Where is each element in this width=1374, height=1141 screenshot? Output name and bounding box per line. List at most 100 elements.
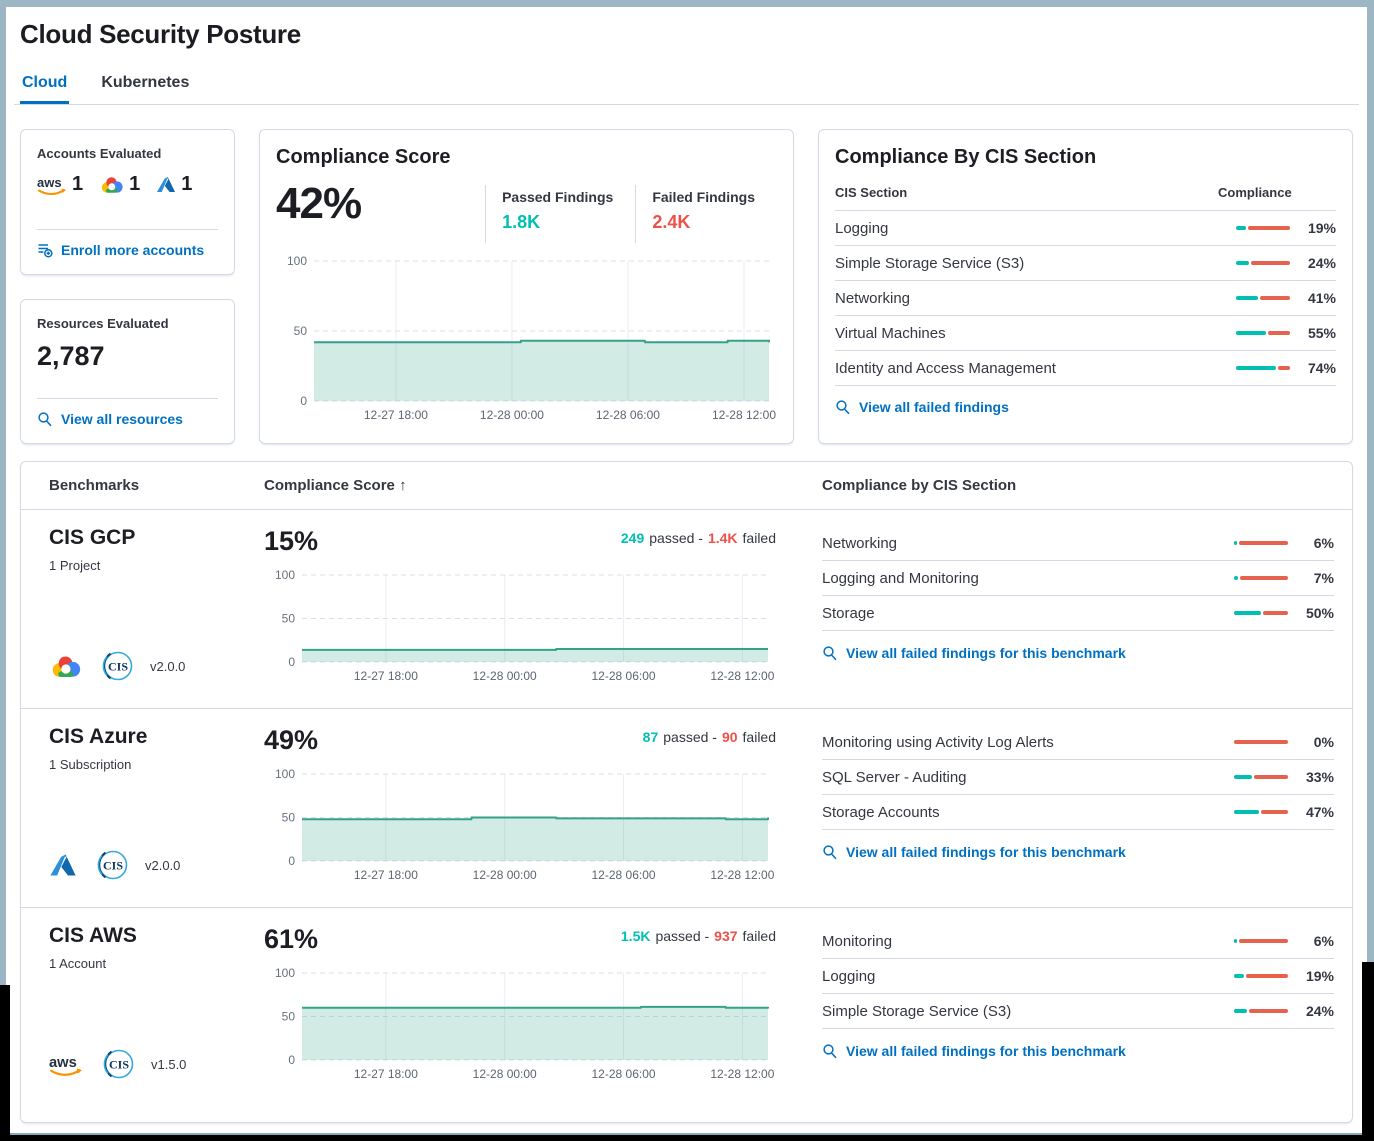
- search-icon: [822, 645, 838, 661]
- col-benchmarks: Benchmarks: [49, 477, 140, 494]
- svg-text:0: 0: [300, 394, 307, 408]
- col-compliance: Compliance: [1218, 185, 1292, 200]
- tab-kubernetes[interactable]: Kubernetes: [101, 74, 190, 91]
- svg-text:12-27 18:00: 12-27 18:00: [364, 408, 428, 422]
- compliance-bar: [1234, 810, 1288, 814]
- cis-section-row: Virtual Machines 55%: [835, 316, 1336, 351]
- compliance-bar: [1234, 740, 1288, 744]
- benchmark-name: CIS Azure: [49, 725, 148, 748]
- svg-text:50: 50: [282, 612, 296, 626]
- cis-gcp-trend-chart: 12-27 18:00 12-28 00:00 12-28 06:00 12-28 1…: [264, 568, 776, 688]
- svg-text:12-28 06:00: 12-28 06:00: [596, 408, 660, 422]
- resources-evaluated-card: Resources Evaluated 2,787 View all resou…: [20, 298, 235, 444]
- col-cis-section: CIS Section: [835, 185, 908, 200]
- svg-text:0: 0: [288, 854, 295, 868]
- cis-section-row: Monitoring 6%: [822, 924, 1334, 959]
- svg-text:100: 100: [275, 966, 295, 980]
- aws-account-count: 1: [37, 173, 83, 196]
- cis-section-row: SQL Server - Auditing 33%: [822, 760, 1334, 795]
- cis-section-row: Logging and Monitoring 7%: [822, 561, 1334, 596]
- passed-findings-stat: Passed Findings 1.8K: [485, 185, 635, 243]
- search-icon: [822, 844, 838, 860]
- cis-section-row: Storage Accounts 47%: [822, 795, 1334, 830]
- compliance-bar: [1234, 974, 1288, 978]
- view-failed-findings-benchmark-link[interactable]: View all failed findings for this benchm…: [822, 1043, 1334, 1059]
- benchmark-name: CIS AWS: [49, 924, 137, 947]
- compliance-bar: [1236, 366, 1290, 370]
- svg-text:12-28 06:00: 12-28 06:00: [592, 868, 656, 882]
- cis-azure-trend-chart: 12-27 18:00 12-28 00:00 12-28 06:00 12-28 1…: [264, 767, 776, 887]
- view-all-failed-findings-link[interactable]: View all failed findings: [835, 399, 1336, 415]
- resources-count: 2,787: [37, 340, 105, 371]
- accounts-evaluated-card: Accounts Evaluated 1 1: [20, 129, 235, 275]
- compliance-bar: [1236, 331, 1290, 335]
- page-title: Cloud Security Posture: [20, 19, 301, 49]
- benchmark-subtitle: 1 Subscription: [49, 757, 132, 772]
- failed-findings-value: 2.4K: [652, 212, 691, 232]
- col-compliance-score-sort[interactable]: Compliance Score ↑: [264, 477, 407, 494]
- passed-failed-summary: 1.5K passed - 937 failed: [620, 928, 776, 944]
- tab-bar: Cloud Kubernetes: [14, 70, 1359, 105]
- view-failed-findings-benchmark-link[interactable]: View all failed findings for this benchm…: [822, 645, 1334, 661]
- cis-section-row: Networking 41%: [835, 281, 1336, 316]
- gcp-icon: [99, 175, 124, 194]
- compliance-bar: [1234, 939, 1288, 943]
- svg-text:0: 0: [288, 1053, 295, 1067]
- compliance-by-cis-section-card: Compliance By CIS Section CIS Section Co…: [818, 129, 1353, 444]
- svg-text:0: 0: [288, 655, 295, 669]
- benchmark-score: 49%: [264, 725, 319, 755]
- cis-section-row: Simple Storage Service (S3) 24%: [835, 246, 1336, 281]
- svg-text:12-28 12:00: 12-28 12:00: [710, 669, 774, 683]
- svg-text:12-28 12:00: 12-28 12:00: [712, 408, 776, 422]
- accounts-evaluated-title: Accounts Evaluated: [37, 146, 162, 161]
- gcp-account-count: 1: [99, 173, 140, 196]
- compliance-score-trend-chart: 12-27 18:00 12-28 00:00 12-28 06:00 12-28 1…: [276, 254, 777, 427]
- compliance-bar: [1234, 576, 1288, 580]
- screen-background: [1362, 962, 1374, 1141]
- svg-text:50: 50: [282, 1010, 296, 1024]
- svg-text:12-28 00:00: 12-28 00:00: [473, 669, 537, 683]
- cis-aws-trend-chart: 12-27 18:00 12-28 00:00 12-28 06:00 12-28 1…: [264, 966, 776, 1086]
- view-all-resources-link[interactable]: View all resources: [37, 411, 218, 427]
- screen-background: [0, 985, 10, 1141]
- cis-section-row: Monitoring using Activity Log Alerts 0%: [822, 725, 1334, 760]
- cis-logo-icon: [91, 845, 131, 885]
- cis-section-row: Identity and Access Management 74%: [835, 351, 1336, 386]
- benchmark-subtitle: 1 Project: [49, 558, 101, 573]
- svg-text:12-28 00:00: 12-28 00:00: [473, 1067, 537, 1081]
- cis-section-row: Networking 6%: [822, 526, 1334, 561]
- cis-section-row: Logging 19%: [835, 211, 1336, 246]
- cis-section-row: Storage 50%: [822, 596, 1334, 631]
- svg-text:12-27 18:00: 12-27 18:00: [354, 1067, 418, 1081]
- compliance-bar: [1234, 1009, 1288, 1013]
- view-failed-findings-benchmark-link[interactable]: View all failed findings for this benchm…: [822, 844, 1334, 860]
- cis-logo-icon: [96, 646, 136, 686]
- benchmark-score: 61%: [264, 924, 319, 954]
- benchmark-row-cis-aws: CIS AWS 1 Account v1.5.0 61% 1.5K passed…: [21, 908, 1352, 1106]
- gcp-icon: [49, 653, 82, 679]
- col-compliance-by-cis-section: Compliance by CIS Section: [822, 477, 1017, 494]
- svg-text:12-28 00:00: 12-28 00:00: [480, 408, 544, 422]
- benchmarks-table-header: Benchmarks Compliance Score ↑ Compliance…: [21, 462, 1352, 510]
- compliance-score-title: Compliance Score: [276, 146, 451, 168]
- svg-text:12-27 18:00: 12-27 18:00: [354, 868, 418, 882]
- enroll-more-accounts-link[interactable]: Enroll more accounts: [37, 242, 218, 258]
- svg-text:100: 100: [287, 254, 307, 268]
- passed-findings-value: 1.8K: [502, 212, 541, 232]
- azure-icon: [156, 176, 176, 193]
- tab-cloud[interactable]: Cloud: [20, 70, 69, 104]
- benchmark-version: v2.0.0: [145, 857, 181, 873]
- cis-table-header: CIS Section Compliance: [835, 185, 1336, 211]
- svg-text:12-28 12:00: 12-28 12:00: [710, 1067, 774, 1081]
- cis-section-card-title: Compliance By CIS Section: [835, 146, 1097, 168]
- benchmark-row-cis-azure: CIS Azure 1 Subscription v2.0.0 49% 87 p…: [21, 709, 1352, 908]
- search-icon: [835, 399, 851, 415]
- svg-text:50: 50: [282, 811, 296, 825]
- search-icon: [37, 411, 53, 427]
- cis-section-row: Simple Storage Service (S3) 24%: [822, 994, 1334, 1029]
- benchmark-score: 15%: [264, 526, 319, 556]
- compliance-bar: [1234, 775, 1288, 779]
- benchmark-subtitle: 1 Account: [49, 956, 107, 971]
- cis-logo-icon: [97, 1044, 137, 1084]
- resources-evaluated-title: Resources Evaluated: [37, 315, 169, 331]
